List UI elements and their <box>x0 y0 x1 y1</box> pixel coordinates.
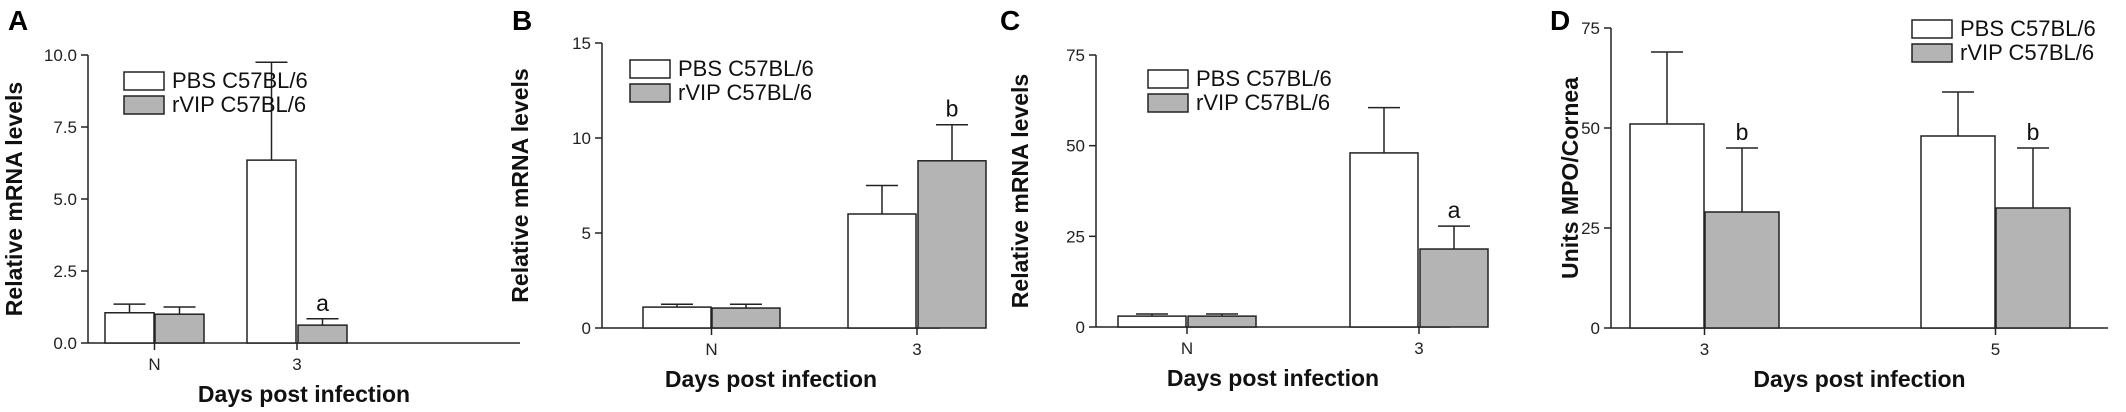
x-tick-label: 3 <box>1700 340 1709 359</box>
x-axis-label: Days post infection <box>1167 365 1379 391</box>
x-tick-label: 3 <box>912 340 921 359</box>
y-tick-label: 5 <box>582 224 591 243</box>
bar-pbs <box>847 213 917 329</box>
y-axis-label: Units MPO/Cornea <box>1557 77 1583 279</box>
legend-swatch <box>123 95 165 115</box>
legend-swatch <box>1911 43 1953 63</box>
legend-swatch <box>629 59 671 79</box>
legend-swatch <box>629 83 671 103</box>
chart-panel-b: B 0 5 10 15 Relative mRNA levels N 3 b Days post … <box>507 5 987 392</box>
legend-label: rVIP C57BL/6 <box>1960 40 2094 65</box>
y-tick-label: 50 <box>1581 119 1600 138</box>
x-tick-label: N <box>705 340 717 359</box>
y-tick-label: 5.0 <box>53 190 77 209</box>
panel-letter: C <box>1000 5 1020 36</box>
bar-pbs <box>1117 315 1187 328</box>
x-tick-label: 5 <box>1991 340 2000 359</box>
significance-mark: a <box>316 290 329 316</box>
chart-panel-d: D 0 25 50 75 Units MPO/Cornea 3 b 5 b Days post in… <box>1550 5 2108 392</box>
y-tick-label: 0 <box>582 319 591 338</box>
chart-panel-a: A 0.0 2.5 5.0 7.5 10.0 Relative mRNA levels N 3 a… <box>1 5 520 407</box>
legend-swatch <box>1911 19 1953 39</box>
bar-rvip <box>711 307 781 329</box>
panel-letter: D <box>1550 5 1570 36</box>
bar-rvip <box>154 313 205 344</box>
legend-label: PBS C57BL/6 <box>1960 16 2096 41</box>
significance-mark: b <box>2027 119 2040 145</box>
y-tick-label: 75 <box>1581 19 1600 38</box>
y-tick-label: 0.0 <box>53 334 77 353</box>
y-tick-label: 7.5 <box>53 118 77 137</box>
y-axis-label: Relative mRNA levels <box>507 68 533 302</box>
y-tick-label: 15 <box>572 34 591 53</box>
legend-label: rVIP C57BL/6 <box>172 92 306 117</box>
panel-letter: B <box>512 5 532 36</box>
legend-swatch <box>1147 69 1189 89</box>
legend-label: PBS C57BL/6 <box>172 68 308 93</box>
y-tick-label: 0 <box>1076 318 1085 337</box>
legend-swatch <box>1147 93 1189 113</box>
x-tick-label: N <box>1181 339 1193 358</box>
bar-pbs <box>642 306 712 329</box>
bar-pbs <box>1920 135 1996 329</box>
significance-mark: b <box>946 96 959 122</box>
chart-panel-c: C 0 25 50 75 Relative mRNA levels N 3 a Days post… <box>1000 5 1489 391</box>
bar-rvip <box>1704 211 1780 329</box>
bar-rvip <box>1995 207 2071 329</box>
y-tick-label: 75 <box>1066 46 1085 65</box>
y-tick-label: 25 <box>1581 219 1600 238</box>
y-tick-label: 10.0 <box>44 46 77 65</box>
legend-label: rVIP C57BL/6 <box>1196 90 1330 115</box>
significance-mark: b <box>1736 119 1749 145</box>
legend-swatch <box>123 71 165 91</box>
x-axis-label: Days post infection <box>1753 366 1965 392</box>
y-tick-label: 50 <box>1066 137 1085 156</box>
y-tick-label: 25 <box>1066 227 1085 246</box>
bar-rvip <box>1187 315 1257 328</box>
x-tick-label: 3 <box>1414 339 1423 358</box>
x-axis-label: Days post infection <box>665 366 877 392</box>
bar-pbs <box>1629 123 1705 329</box>
y-tick-label: 10 <box>572 129 591 148</box>
bar-rvip <box>297 324 348 344</box>
legend-label: PBS C57BL/6 <box>1196 66 1332 91</box>
y-tick-label: 2.5 <box>53 262 77 281</box>
legend-label: rVIP C57BL/6 <box>678 80 812 105</box>
bar-pbs <box>1349 152 1419 328</box>
bar-pbs <box>246 159 297 344</box>
bar-rvip <box>917 160 987 329</box>
legend-label: PBS C57BL/6 <box>678 56 814 81</box>
y-axis-label: Relative mRNA levels <box>1 82 27 316</box>
bar-pbs <box>104 312 155 344</box>
y-axis-label: Relative mRNA levels <box>1007 74 1033 308</box>
x-tick-label: N <box>148 355 160 374</box>
y-tick-label: 0 <box>1591 319 1600 338</box>
significance-mark: a <box>1448 197 1461 223</box>
x-tick-label: 3 <box>292 355 301 374</box>
x-axis-label: Days post infection <box>198 381 410 407</box>
panel-letter: A <box>8 5 28 36</box>
bar-rvip <box>1419 248 1489 328</box>
